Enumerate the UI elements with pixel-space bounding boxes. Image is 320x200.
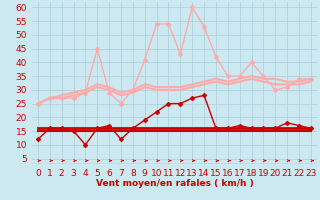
X-axis label: Vent moyen/en rafales ( km/h ): Vent moyen/en rafales ( km/h ) — [96, 179, 253, 188]
